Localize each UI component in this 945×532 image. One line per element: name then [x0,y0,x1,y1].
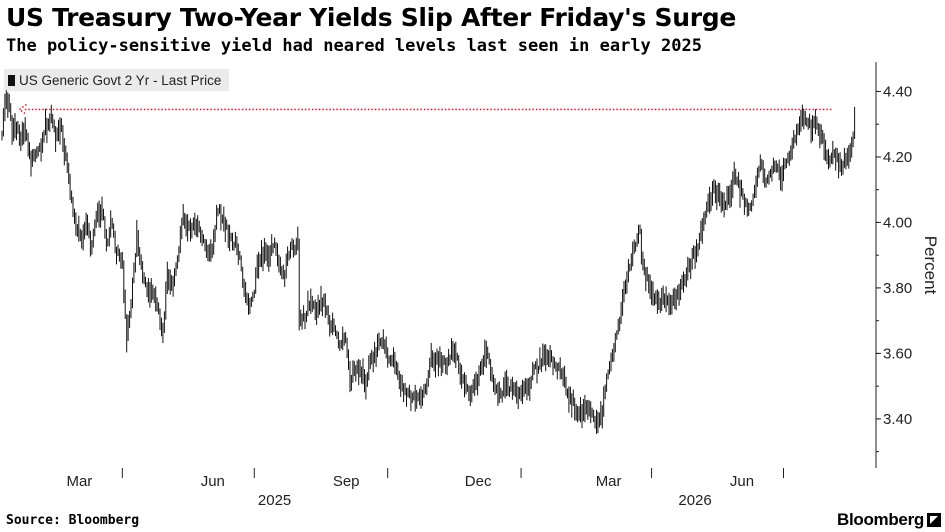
y-tick-label: 4.40 [883,83,912,100]
x-year-label: 2026 [678,492,711,509]
legend-label: US Generic Govt 2 Yr - Last Price [19,72,222,88]
y-tick-label: 3.80 [883,280,912,297]
bloomberg-mark-icon [927,513,941,527]
brand-logo: Bloomberg [837,510,941,530]
y-tick-label: 4.20 [883,149,912,166]
x-month-label: Jun [201,473,225,490]
x-month-label: Mar [596,473,622,490]
chart-title: US Treasury Two-Year Yields Slip After F… [6,3,736,32]
legend: US Generic Govt 2 Yr - Last Price [4,69,230,91]
x-month-label: Dec [465,473,492,490]
x-month-label: Mar [66,473,92,490]
x-month-label: Sep [333,473,360,490]
y-tick-label: 3.40 [883,411,912,428]
chart-subtitle: The policy-sensitive yield had neared le… [6,36,702,56]
x-month-label: Jun [730,473,754,490]
brand-name: Bloomberg [836,510,924,529]
series-line [1,90,856,434]
y-tick-label: 3.60 [883,345,912,362]
y-axis-label: Percent [921,236,940,295]
annotation-arrow-head [18,103,27,116]
y-tick-label: 4.00 [883,214,912,231]
source-note: Source: Bloomberg [6,513,140,528]
legend-swatch [8,74,15,86]
x-year-label: 2025 [258,492,291,509]
